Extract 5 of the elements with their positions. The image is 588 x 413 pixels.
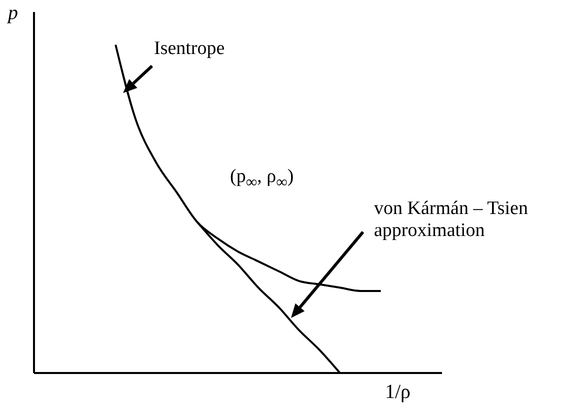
x-axis-title: 1/ρ: [385, 381, 411, 404]
annotation: (p$_{∞}$, ρ$_{∞}$): [230, 166, 295, 193]
annotation: von Kármán – Tsien approximation: [374, 198, 529, 242]
y-axis-title: p: [8, 2, 18, 25]
annotation: Isentrope: [154, 38, 226, 60]
